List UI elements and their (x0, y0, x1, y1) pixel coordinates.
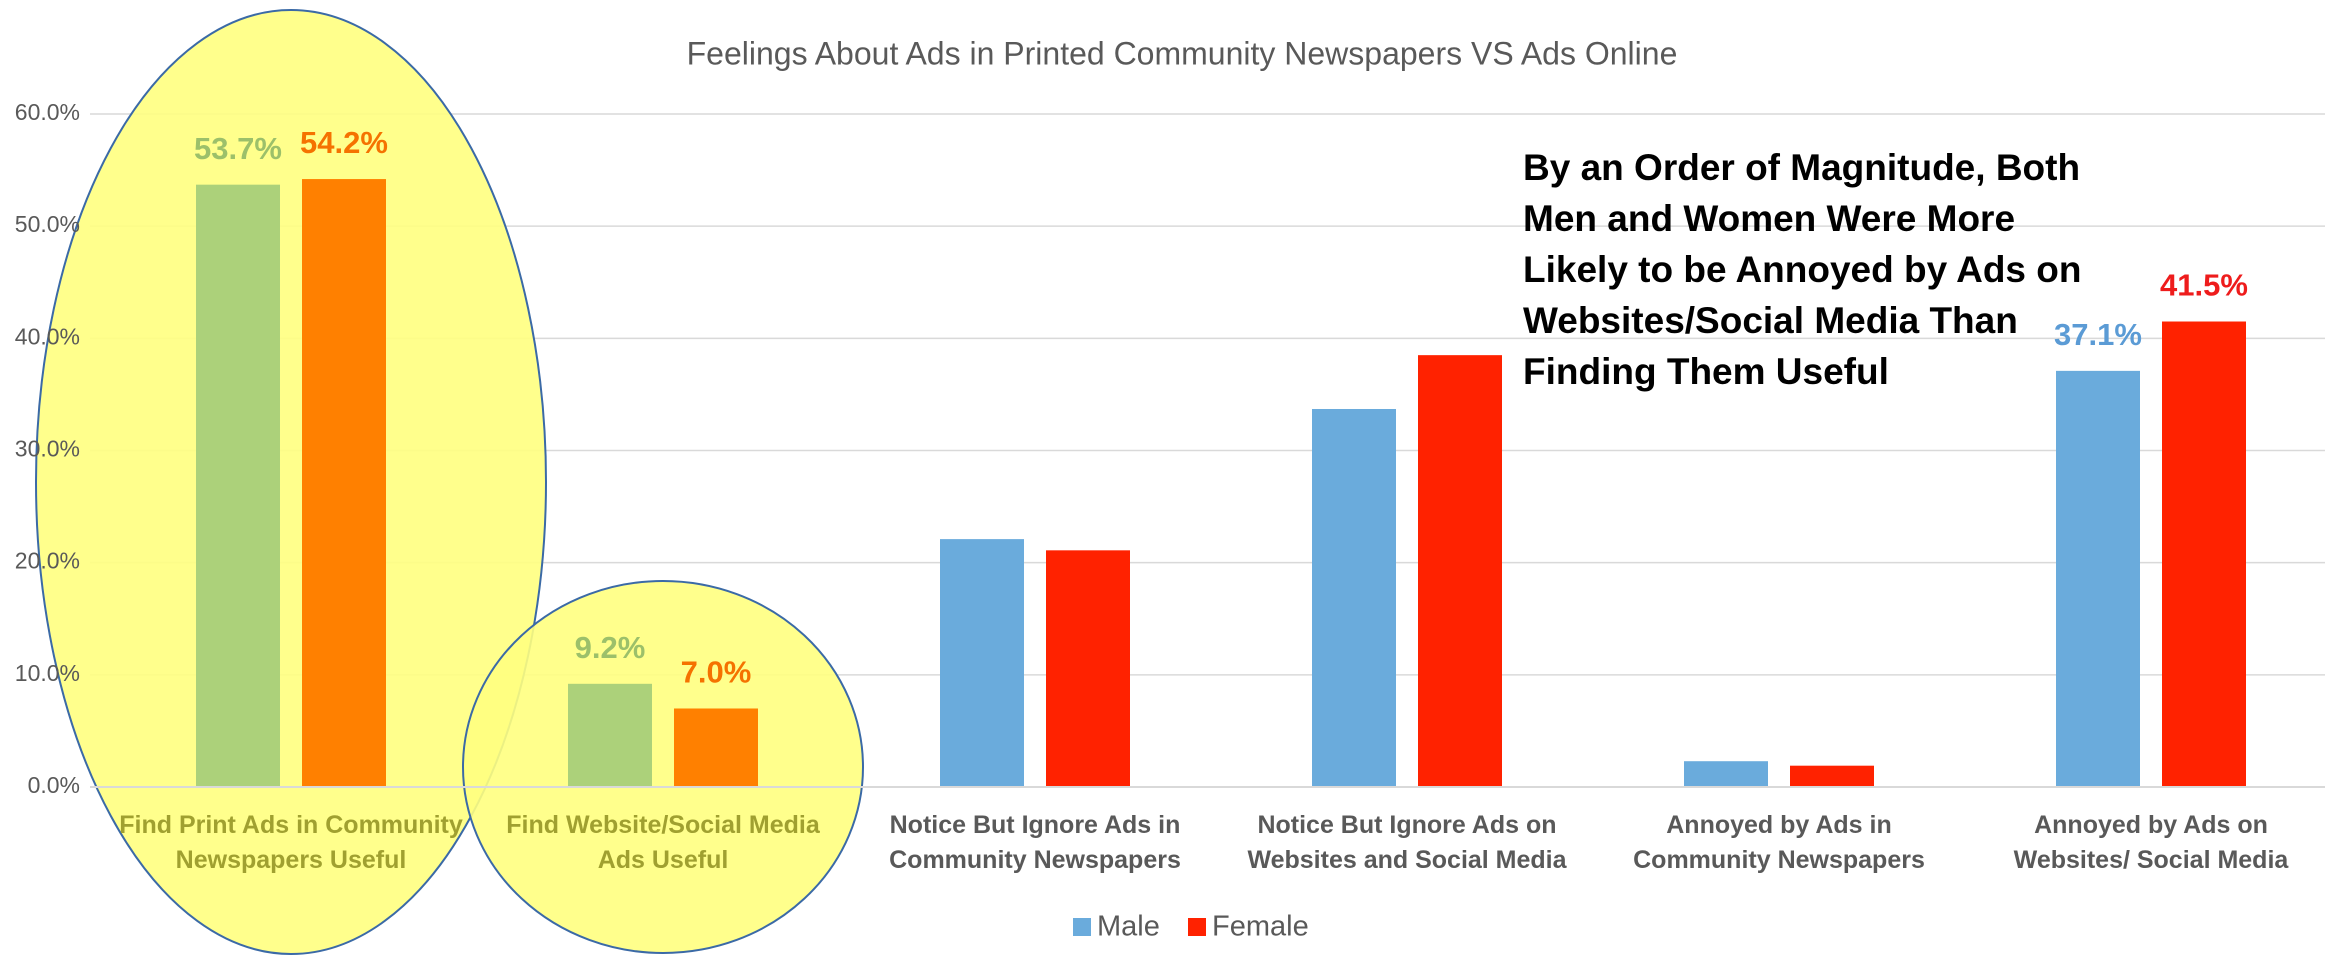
y-tick-label: 60.0% (15, 99, 80, 125)
y-tick-label: 30.0% (15, 436, 80, 462)
legend-label: Female (1212, 911, 1309, 943)
y-tick-label: 10.0% (15, 660, 80, 686)
bar (1684, 761, 1768, 787)
y-tick-label: 50.0% (15, 211, 80, 237)
chart-title: Feelings About Ads in Printed Community … (687, 35, 1678, 71)
x-tick-label: Annoyed by Ads in Community Newspapers (1633, 811, 1925, 874)
bar (1312, 408, 1396, 787)
x-tick-label: Notice But Ignore Ads on Websites and So… (1247, 811, 1567, 874)
bar (2056, 370, 2140, 787)
y-tick-label: 40.0% (15, 323, 80, 349)
x-tick-label: Annoyed by Ads on Websites/ Social Media (2013, 811, 2289, 874)
y-tick-label: 20.0% (15, 548, 80, 574)
annotation: By an Order of Magnitude, Both Men and W… (1523, 147, 2082, 392)
legend-swatch (1073, 918, 1091, 936)
bar (302, 179, 386, 788)
legend-label: Male (1097, 911, 1160, 943)
x-tick-label: Notice But Ignore Ads in Community Newsp… (889, 811, 1181, 874)
data-label: 41.5% (2160, 268, 2248, 303)
bar (1046, 550, 1130, 787)
y-tick-label: 0.0% (28, 772, 80, 798)
x-tick-label: Find Print Ads in Community Newspapers U… (119, 811, 463, 874)
data-label: 37.1% (2054, 317, 2142, 352)
bar (568, 683, 652, 787)
bar (2162, 321, 2246, 787)
data-label: 7.0% (681, 655, 752, 690)
x-tick-label: Find Website/Social Media Ads Useful (506, 811, 820, 874)
bar (940, 539, 1024, 787)
bar (196, 184, 280, 788)
data-label: 54.2% (300, 125, 388, 160)
data-label: 53.7% (194, 131, 282, 166)
bar (1790, 765, 1874, 787)
highlight-ellipse (35, 9, 547, 955)
legend-swatch (1188, 918, 1206, 936)
bar (674, 708, 758, 787)
data-label: 9.2% (575, 630, 646, 665)
highlight-ellipse (462, 580, 864, 954)
bar (1418, 355, 1502, 787)
